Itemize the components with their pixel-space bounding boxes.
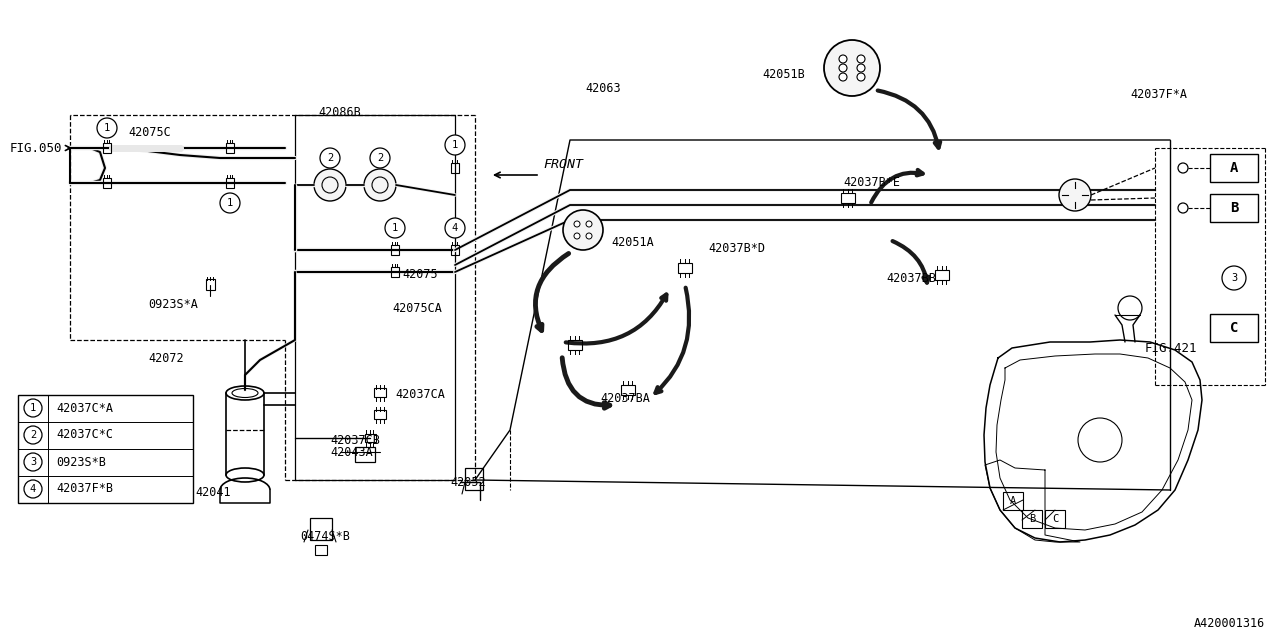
Text: 3: 3 [1231,273,1238,283]
Text: 42086B: 42086B [317,106,361,118]
Bar [390,245,399,255]
Text: 0923S*B: 0923S*B [56,456,106,468]
Circle shape [24,399,42,417]
Bar [310,518,332,540]
Circle shape [320,148,340,168]
Text: FIG.050: FIG.050 [10,141,70,154]
Text: FRONT: FRONT [543,159,582,172]
Text: 42037F*A: 42037F*A [1130,88,1187,102]
Text: 42037C*A: 42037C*A [56,401,113,415]
Circle shape [563,210,603,250]
Circle shape [838,73,847,81]
Bar [1004,492,1023,510]
Circle shape [1222,266,1245,290]
Text: 42037CA: 42037CA [396,388,445,401]
Circle shape [573,233,580,239]
Bar [451,163,460,173]
Bar [678,263,692,273]
Text: 1: 1 [392,223,398,233]
Circle shape [445,135,465,155]
Bar [206,279,215,290]
Polygon shape [984,340,1202,542]
Bar [315,545,326,555]
Circle shape [586,221,591,227]
Circle shape [220,193,241,213]
Text: B: B [1029,514,1036,524]
Circle shape [858,64,865,72]
Circle shape [858,73,865,81]
Text: 42075C: 42075C [128,127,170,140]
Text: 42037B*E: 42037B*E [844,177,900,189]
Text: 42051B: 42051B [762,68,805,81]
Bar [390,267,399,277]
Circle shape [24,480,42,498]
Text: A420001316: A420001316 [1194,617,1265,630]
Bar [568,340,582,350]
Text: A: A [1010,496,1016,506]
Text: 0474S*B: 0474S*B [300,531,349,543]
Text: 2: 2 [29,430,36,440]
Circle shape [573,221,580,227]
Text: 42075CA: 42075CA [392,301,442,314]
Bar [465,468,483,490]
Text: 2: 2 [326,153,333,163]
Text: 1: 1 [29,403,36,413]
Circle shape [385,218,404,238]
Circle shape [445,218,465,238]
Bar [102,143,111,153]
Text: 42063: 42063 [585,81,621,95]
Circle shape [838,64,847,72]
Bar [374,388,387,397]
Text: 42043A: 42043A [330,447,372,460]
Text: A: A [1230,161,1238,175]
Bar [934,270,948,280]
Text: 42037B*D: 42037B*D [708,241,765,255]
Circle shape [858,55,865,63]
Text: B: B [1230,201,1238,215]
Text: 42051A: 42051A [611,236,654,248]
Text: 42037C*C: 42037C*C [56,429,113,442]
Circle shape [24,453,42,471]
Bar [841,193,855,203]
Text: 42052: 42052 [451,476,485,488]
Bar [18,395,193,503]
Text: C: C [1230,321,1238,335]
Text: 1: 1 [452,140,458,150]
Text: 42072: 42072 [148,351,183,365]
Circle shape [364,169,396,201]
Text: 42037BB: 42037BB [886,271,936,285]
Bar [1044,510,1065,528]
Circle shape [370,148,390,168]
Circle shape [314,169,346,201]
Circle shape [24,426,42,444]
Text: 1: 1 [104,123,110,133]
Bar [374,410,387,419]
Text: 42037F*B: 42037F*B [56,483,113,495]
Text: C: C [1052,514,1059,524]
Text: FIG.421: FIG.421 [1146,342,1198,355]
Bar [451,245,460,255]
Text: 1: 1 [227,198,233,208]
Bar [102,178,111,188]
Bar [227,178,234,188]
Bar [227,143,234,153]
Text: 4: 4 [29,484,36,494]
Circle shape [824,40,881,96]
Bar [1021,510,1042,528]
Bar [355,447,375,462]
Text: 3: 3 [29,457,36,467]
Circle shape [97,118,116,138]
Text: 0923S*A: 0923S*A [148,298,198,312]
Text: 2: 2 [376,153,383,163]
Bar [365,434,376,442]
Bar [621,385,635,395]
Circle shape [1059,179,1091,211]
Text: 4: 4 [452,223,458,233]
Text: 42037BA: 42037BA [600,392,650,404]
Circle shape [838,55,847,63]
Text: 42075: 42075 [402,269,438,282]
Text: 42041: 42041 [195,486,230,499]
Circle shape [586,233,591,239]
Text: 42037CB: 42037CB [330,433,380,447]
